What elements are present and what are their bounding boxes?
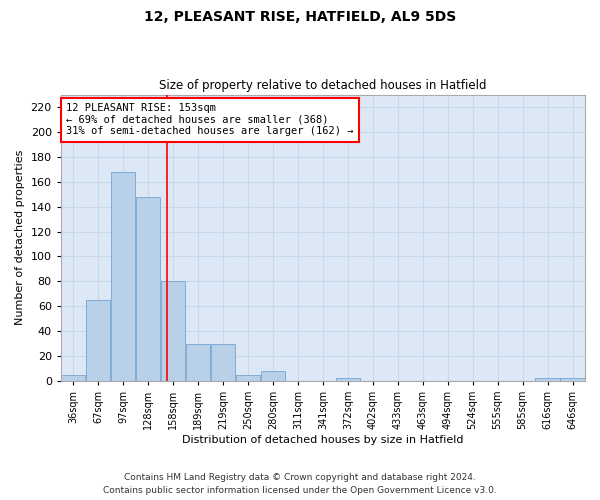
Bar	[560, 378, 584, 381]
Bar	[86, 300, 110, 381]
Y-axis label: Number of detached properties: Number of detached properties	[15, 150, 25, 326]
Bar	[336, 378, 360, 381]
Text: 12 PLEASANT RISE: 153sqm
← 69% of detached houses are smaller (368)
31% of semi-: 12 PLEASANT RISE: 153sqm ← 69% of detach…	[66, 103, 353, 136]
Text: Contains HM Land Registry data © Crown copyright and database right 2024.
Contai: Contains HM Land Registry data © Crown c…	[103, 474, 497, 495]
Bar	[136, 196, 160, 381]
Bar	[111, 172, 136, 381]
Bar	[535, 378, 560, 381]
Bar	[161, 282, 185, 381]
Bar	[261, 371, 285, 381]
Text: 12, PLEASANT RISE, HATFIELD, AL9 5DS: 12, PLEASANT RISE, HATFIELD, AL9 5DS	[144, 10, 456, 24]
Bar	[236, 374, 260, 381]
Bar	[61, 374, 85, 381]
Bar	[186, 344, 210, 381]
X-axis label: Distribution of detached houses by size in Hatfield: Distribution of detached houses by size …	[182, 435, 464, 445]
Bar	[211, 344, 235, 381]
Title: Size of property relative to detached houses in Hatfield: Size of property relative to detached ho…	[159, 79, 487, 92]
